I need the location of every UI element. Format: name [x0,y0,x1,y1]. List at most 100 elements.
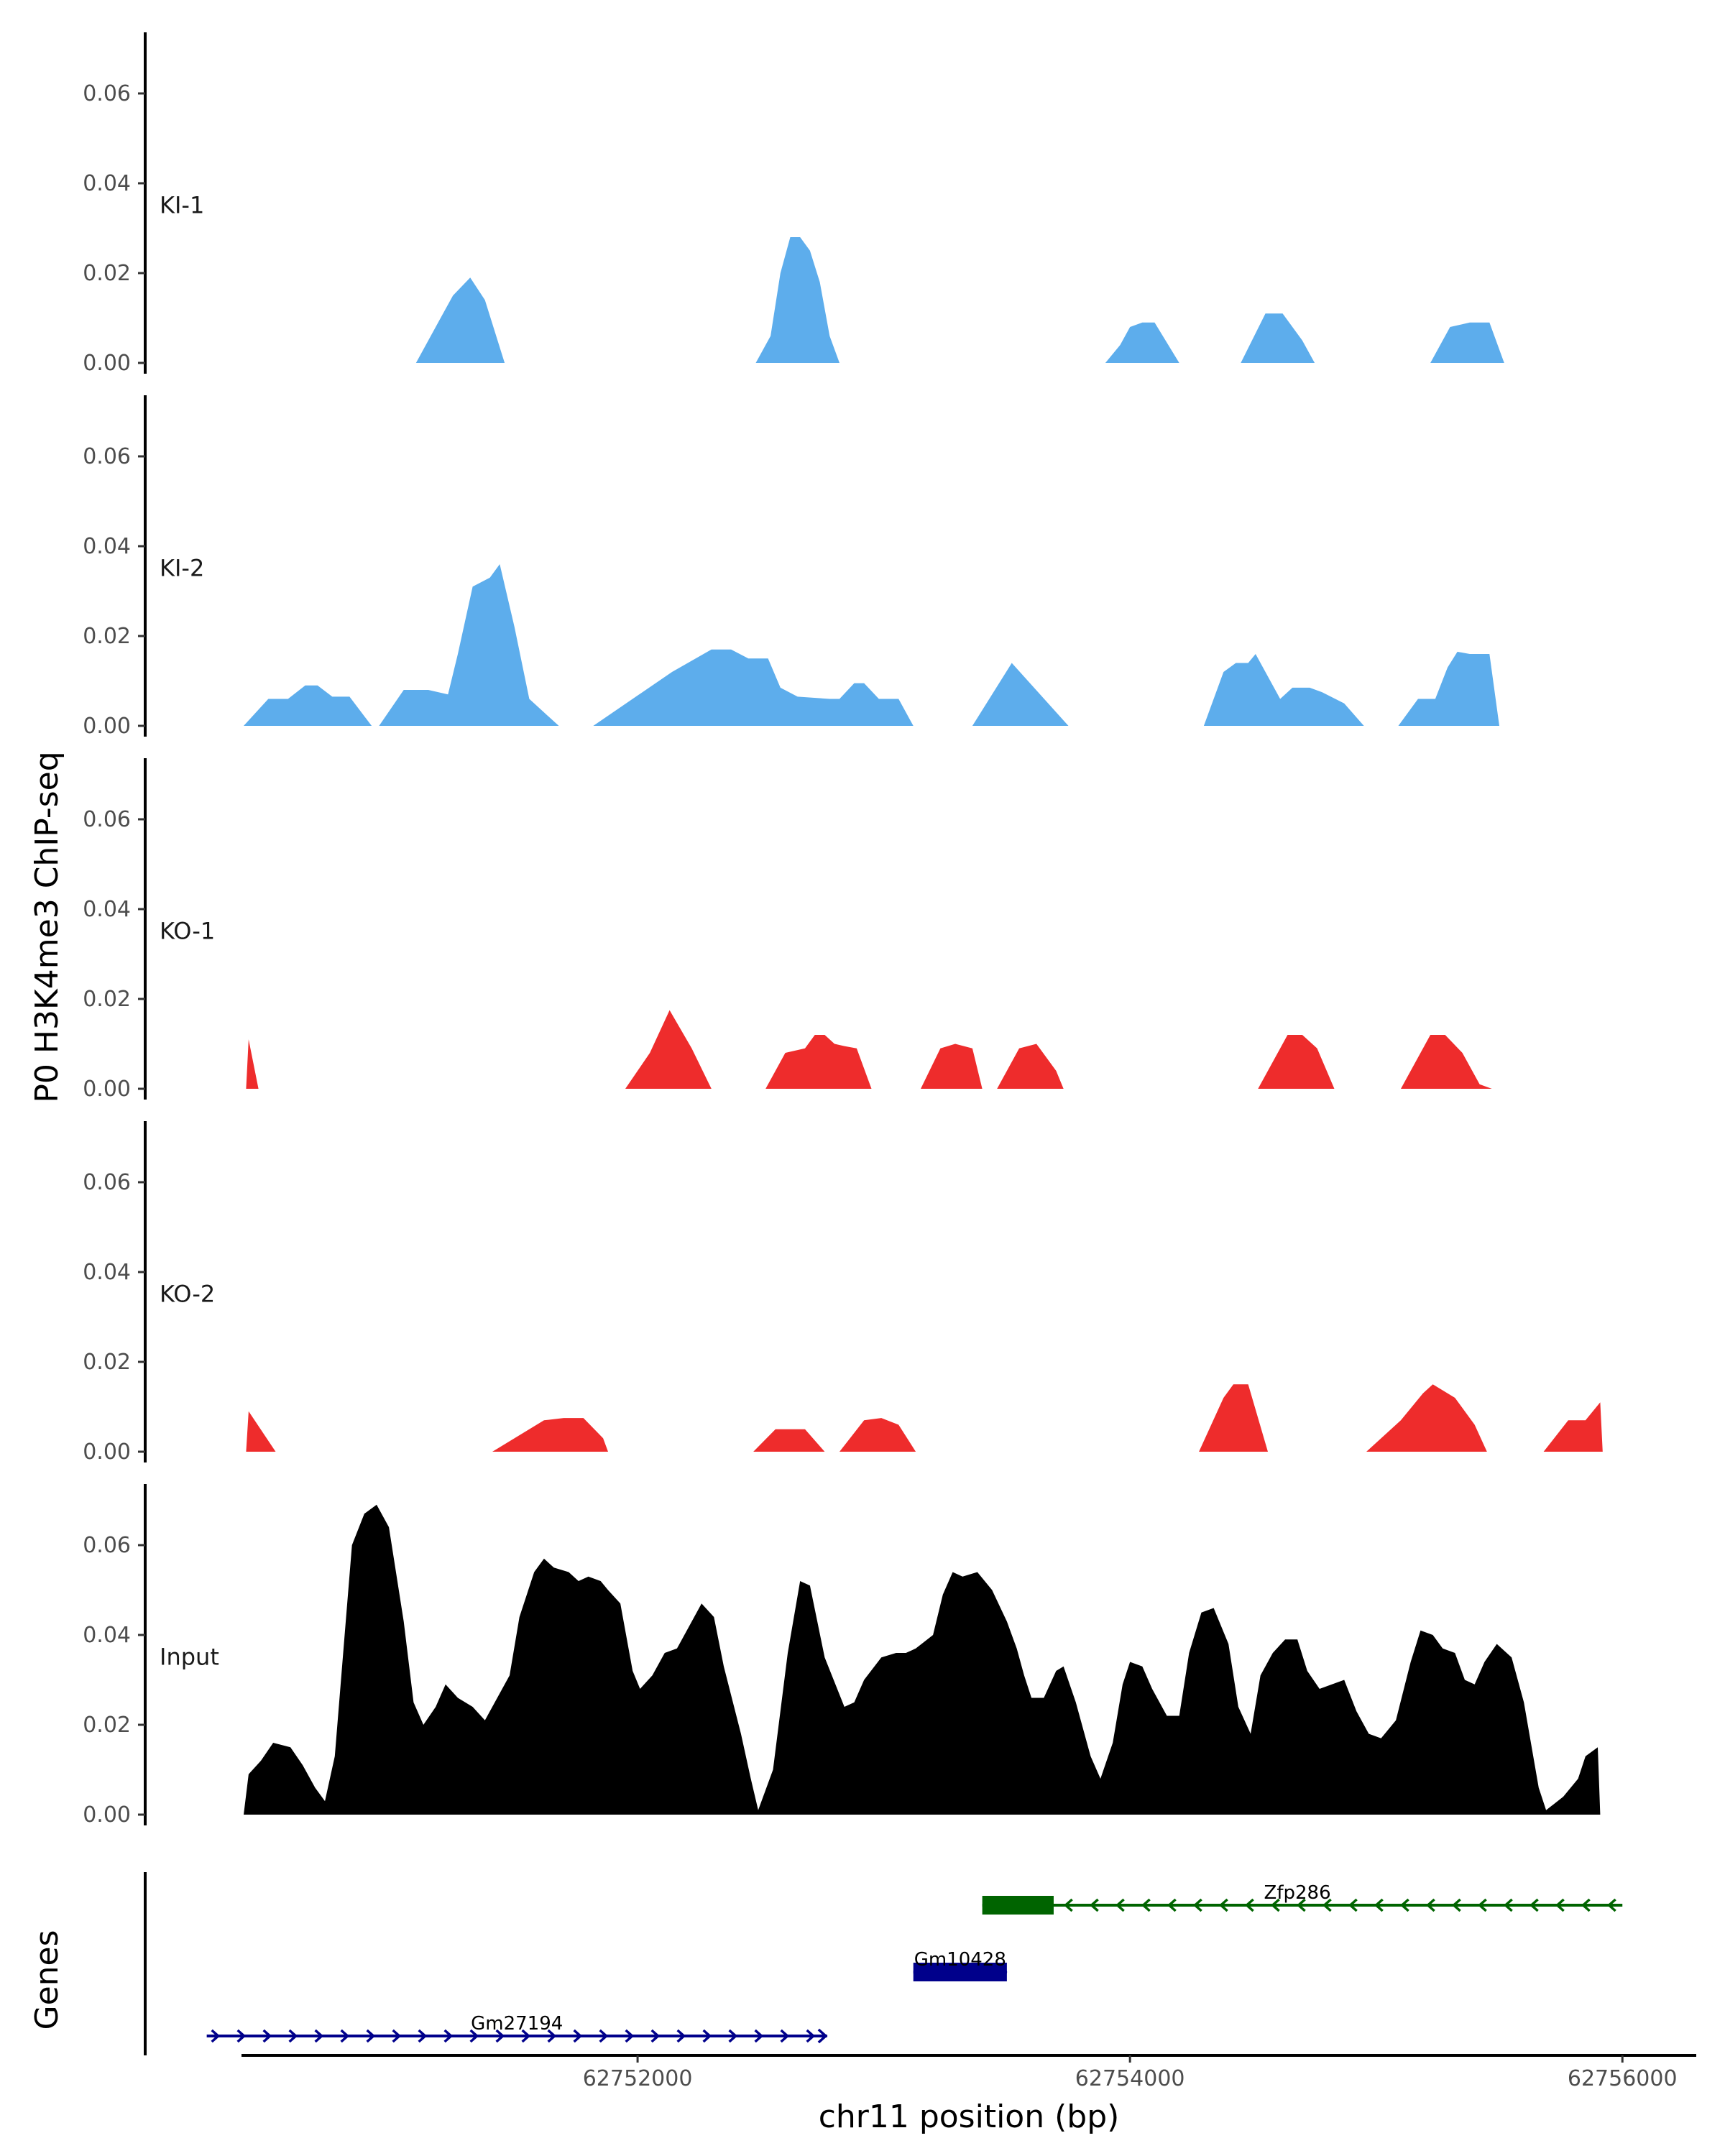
strand-chevron [418,2029,428,2043]
strand-chevron [211,2029,221,2043]
strand-chevron [1607,1898,1616,1912]
y-tick-label: 0.00 [83,351,131,376]
y-tick-label: 0.02 [83,1350,131,1375]
strand-chevron [1581,1898,1591,1912]
strand-chevron [392,2029,402,2043]
strand-chevron [495,2029,505,2043]
y-tick-label: 0.06 [83,807,131,832]
track-ki-1: 0.00 0.02 0.04 0.06 KI-1 [83,32,1507,376]
strand-chevron [806,2029,816,2043]
strand-chevron [1218,1898,1228,1912]
gene-gm27194: Gm27194 [206,2013,828,2044]
strand-chevron [366,2029,376,2043]
y-tick-label: 0.02 [83,624,131,649]
strand-chevron [817,2028,828,2044]
strand-chevron [599,2029,609,2043]
strand-chevron [443,2029,454,2043]
signal-area-ko-2 [246,1384,1603,1452]
strand-chevron [236,2029,247,2043]
gene-label-gm10428: Gm10428 [914,1949,1006,1971]
strand-chevron [1399,1898,1409,1912]
track-label-ko-2: KO-2 [160,1280,215,1307]
gene-zfp286: Zfp286 [982,1882,1623,1915]
strand-chevron [340,2029,350,2043]
strand-chevron [1089,1898,1099,1912]
track-label-ki-2: KI-2 [160,554,204,581]
y-axis-title: P0 H3K4me3 ChIP-seq [29,751,65,1102]
strand-chevron [547,2029,557,2043]
strand-chevron [650,2029,661,2043]
track-label-input: Input [160,1643,219,1670]
signal-area-input [244,1504,1601,1815]
strand-chevron [1425,1898,1435,1912]
strand-chevron [1451,1898,1461,1912]
y-tick-label: 0.00 [83,1077,131,1102]
strand-chevron [1322,1898,1332,1912]
exon-zfp286 [982,1896,1054,1915]
strand-chevron [1167,1898,1177,1912]
y-tick-label: 0.00 [83,714,131,739]
gene-label-gm27194: Gm27194 [471,2013,563,2035]
signal-area-ki-2 [244,564,1514,726]
track-ki-2: 0.00 0.02 0.04 0.06 KI-2 [83,395,1514,739]
y-tick-label: 0.06 [83,81,131,106]
genes-track-title: Genes [29,1930,65,2030]
strand-chevron [1348,1898,1358,1912]
y-tick-label: 0.02 [83,1713,131,1738]
strand-chevron [1244,1898,1254,1912]
y-tick-label: 0.00 [83,1802,131,1828]
strand-chevron [1141,1898,1151,1912]
strand-chevron [1063,1898,1073,1912]
strand-chevron [314,2029,324,2043]
x-tick-label: 62754000 [1075,2066,1185,2091]
genes-track: Genes Zfp286 Gm10428 Gm27194 [29,1872,1623,2055]
exon-gm10428 [913,1963,1007,1981]
x-tick-label: 62752000 [583,2066,693,2091]
strand-chevron [288,2029,298,2043]
gene-gm10428: Gm10428 [913,1949,1008,1981]
strand-chevron [521,2029,531,2043]
y-tick-label: 0.04 [83,1260,131,1285]
strand-chevron [1192,1898,1202,1912]
y-tick-label: 0.00 [83,1439,131,1465]
signal-tracks: 0.00 0.02 0.04 0.06 KI-1 0.00 0.02 0.04 0.06 KI-2… [83,32,1603,1828]
track-ko-1: 0.00 0.02 0.04 0.06 KO-1 [83,758,1492,1102]
strand-chevron [262,2029,272,2043]
strand-chevron [676,2029,686,2043]
track-label-ko-1: KO-1 [160,917,215,944]
track-input: 0.00 0.02 0.04 0.06 Input [83,1484,1601,1828]
strand-chevron [1270,1898,1280,1912]
strand-chevron [625,2029,635,2043]
y-tick-label: 0.02 [83,261,131,286]
y-tick-label: 0.04 [83,1623,131,1648]
strand-chevron [728,2029,738,2043]
y-tick-label: 0.04 [83,171,131,196]
gene-label-zfp286: Zfp286 [1264,1882,1331,1904]
y-tick-label: 0.04 [83,897,131,922]
strand-chevron [1530,1898,1539,1912]
strand-chevron [573,2029,583,2043]
strand-chevron [780,2029,790,2043]
strand-chevron [754,2029,764,2043]
signal-area-ko-1 [246,1010,1492,1089]
x-tick-label: 62756000 [1568,2066,1678,2091]
strand-chevron [1296,1898,1306,1912]
y-tick-label: 0.06 [83,1533,131,1558]
track-label-ki-1: KI-1 [160,191,204,218]
strand-chevron [1504,1898,1513,1912]
track-ko-2: 0.00 0.02 0.04 0.06 KO-2 [83,1121,1603,1465]
signal-area-ki-1 [415,237,1507,363]
strand-chevron [1115,1898,1125,1912]
strand-chevron [1478,1898,1487,1912]
x-axis-title: chr11 position (bp) [819,2099,1120,2135]
y-tick-label: 0.04 [83,534,131,559]
y-tick-label: 0.06 [83,1170,131,1195]
y-tick-label: 0.06 [83,444,131,469]
y-tick-label: 0.02 [83,987,131,1012]
strand-chevron [702,2029,712,2043]
strand-chevron [1374,1898,1384,1912]
strand-chevron [1555,1898,1565,1912]
strand-chevron [469,2029,479,2043]
axes: 62752000 62754000 62756000 [242,2054,1696,2091]
